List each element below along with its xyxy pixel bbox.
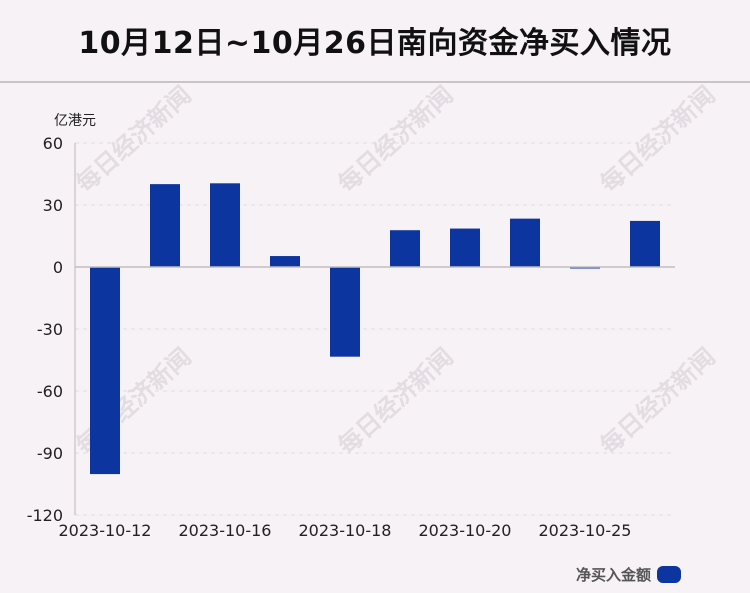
- x-tick-label: 2023-10-12: [59, 521, 152, 540]
- bar: [150, 184, 180, 267]
- bar: [210, 183, 240, 267]
- page-title: 10月12日~10月26日南向资金净买入情况: [78, 26, 672, 61]
- legend-swatch: [657, 565, 682, 583]
- bar: [90, 267, 120, 475]
- y-axis-unit-label: 亿港元: [54, 113, 96, 129]
- x-tick-label: 2023-10-25: [539, 521, 632, 540]
- bar: [450, 228, 480, 267]
- y-tick-label: -90: [37, 444, 63, 463]
- title-divider: [0, 81, 750, 83]
- bar: [390, 230, 420, 267]
- legend-label: 净买入金额: [576, 565, 652, 584]
- x-tick-label: 2023-10-16: [179, 521, 272, 540]
- y-tick-label: 30: [43, 196, 63, 215]
- bar: [630, 220, 660, 267]
- y-tick-label: -30: [37, 320, 63, 339]
- y-tick-label: -120: [27, 506, 63, 525]
- bar: [330, 267, 360, 357]
- bar: [270, 256, 300, 267]
- x-tick-label: 2023-10-20: [419, 521, 512, 540]
- y-tick-label: -60: [37, 382, 63, 401]
- bar: [510, 218, 540, 267]
- y-tick-label: 0: [53, 258, 63, 277]
- x-tick-label: 2023-10-18: [299, 521, 392, 540]
- y-tick-label: 60: [43, 134, 63, 153]
- legend: 净买入金额: [576, 563, 682, 585]
